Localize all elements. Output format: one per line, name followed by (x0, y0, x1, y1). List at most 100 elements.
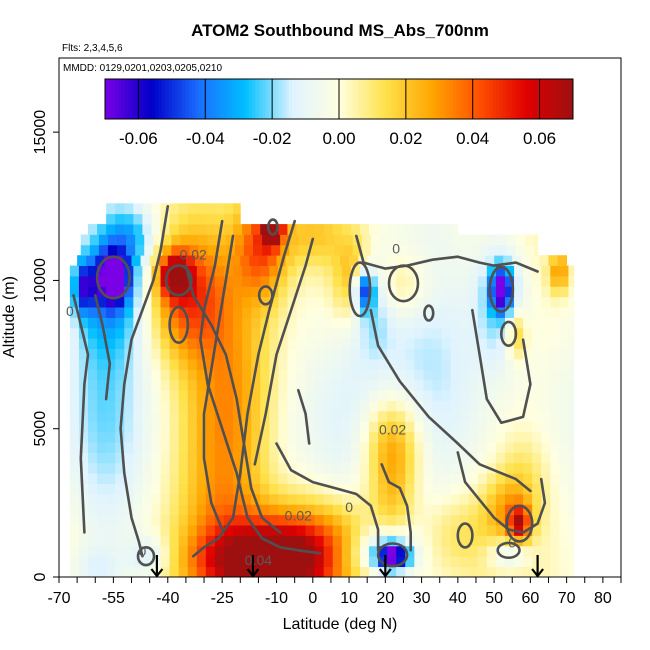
heatmap-cell (160, 483, 170, 495)
heatmap-cell (133, 338, 143, 350)
heatmap-cell (414, 545, 424, 557)
heatmap-cell (69, 525, 80, 536)
heatmap-cell (314, 338, 325, 350)
heatmap-cell (468, 442, 479, 453)
heatmap-cell (550, 410, 560, 422)
heatmap-cell (223, 369, 234, 381)
heatmap-cell (233, 452, 243, 464)
heatmap-cell (412, 255, 422, 266)
heatmap-cell (468, 556, 479, 568)
heatmap-cell (214, 566, 225, 578)
heatmap-cell (305, 525, 316, 536)
heatmap-cell (97, 493, 107, 505)
heatmap-cell (532, 296, 542, 308)
heatmap-cell (269, 473, 279, 484)
colorbar-segment (318, 79, 323, 119)
heatmap-cell (160, 535, 170, 547)
heatmap-cell (457, 255, 468, 266)
heatmap-cell (559, 338, 569, 350)
heatmap-cell (423, 338, 433, 350)
heatmap-cell (296, 556, 306, 568)
heatmap-cell (441, 421, 451, 433)
heatmap-cell (350, 338, 361, 350)
heatmap-cell (441, 535, 451, 547)
heatmap-cell (269, 566, 279, 578)
heatmap-cell (396, 307, 406, 318)
heatmap-cell (477, 566, 488, 578)
heatmap-cell (314, 400, 325, 412)
heatmap-cell (269, 493, 279, 505)
heatmap-cell (305, 265, 316, 277)
heatmap-cell (468, 390, 479, 401)
heatmap-cell (97, 473, 107, 484)
heatmap-cell (378, 379, 388, 391)
heatmap-cell (205, 514, 216, 526)
heatmap-cell (323, 504, 334, 516)
heatmap-cell (124, 483, 134, 495)
heatmap-cell (341, 317, 352, 329)
heatmap-cell (160, 307, 170, 318)
heatmap-cell (477, 275, 488, 287)
heatmap-cell (486, 421, 497, 433)
heatmap-cell (142, 545, 152, 557)
heatmap-cell (296, 317, 306, 329)
heatmap-cell (151, 493, 161, 505)
heatmap-cell (142, 286, 152, 298)
colorbar-segment (295, 79, 300, 119)
colorbar-segment (409, 79, 414, 119)
heatmap-cell (332, 369, 343, 381)
heatmap-cell (568, 265, 575, 277)
heatmap-cell (78, 307, 89, 318)
heatmap-cell (97, 545, 107, 557)
heatmap-cell (223, 286, 234, 298)
contour-loop (348, 261, 372, 318)
heatmap-cell (468, 286, 479, 298)
heatmap-cell (169, 338, 180, 350)
heatmap-cell (214, 473, 225, 484)
heatmap-cell (160, 286, 170, 298)
heatmap-cell (514, 379, 524, 391)
heatmap-cell (414, 483, 424, 495)
heatmap-cell (550, 483, 560, 495)
heatmap-cell (278, 442, 288, 453)
heatmap-cell (450, 400, 461, 412)
heatmap-cell (88, 566, 98, 578)
heatmap-cell (550, 265, 560, 277)
contour-label: 0 (392, 241, 400, 257)
heatmap-cell (97, 369, 107, 381)
heatmap-cell (278, 410, 288, 422)
x-tick-label: 50 (485, 590, 503, 607)
heatmap-cell (242, 390, 252, 401)
heatmap-cell (187, 410, 198, 422)
heatmap-cell (142, 410, 152, 422)
heatmap-cell (512, 255, 522, 266)
heatmap-cell (296, 359, 306, 370)
heatmap-cell (305, 535, 316, 547)
colorbar-segment (539, 79, 544, 119)
heatmap-cell (160, 566, 170, 578)
heatmap-cell (352, 244, 363, 256)
heatmap-cell (414, 369, 424, 381)
heatmap-cell (97, 348, 107, 360)
colorbar-segment (512, 79, 517, 119)
heatmap-cell (133, 410, 143, 422)
heatmap-cell (369, 296, 379, 308)
heatmap-cell (169, 265, 180, 277)
heatmap-cell (396, 421, 406, 433)
heatmap-cell (504, 275, 515, 287)
heatmap-cell (359, 369, 370, 381)
heatmap-cell (233, 493, 243, 505)
heatmap-cell (242, 431, 252, 443)
colorbar-tick-label: 0.04 (456, 129, 489, 148)
heatmap-cell (477, 379, 488, 391)
heatmap-cell (80, 244, 91, 256)
heatmap-cell (341, 556, 352, 568)
heatmap-cell (69, 473, 80, 484)
heatmap-cell (124, 327, 134, 339)
heatmap-cell (115, 431, 125, 443)
heatmap-cell (559, 265, 569, 277)
heatmap-cell (398, 244, 408, 256)
heatmap-cell (495, 483, 506, 495)
heatmap-cell (568, 410, 575, 422)
heatmap-cell (69, 327, 80, 339)
